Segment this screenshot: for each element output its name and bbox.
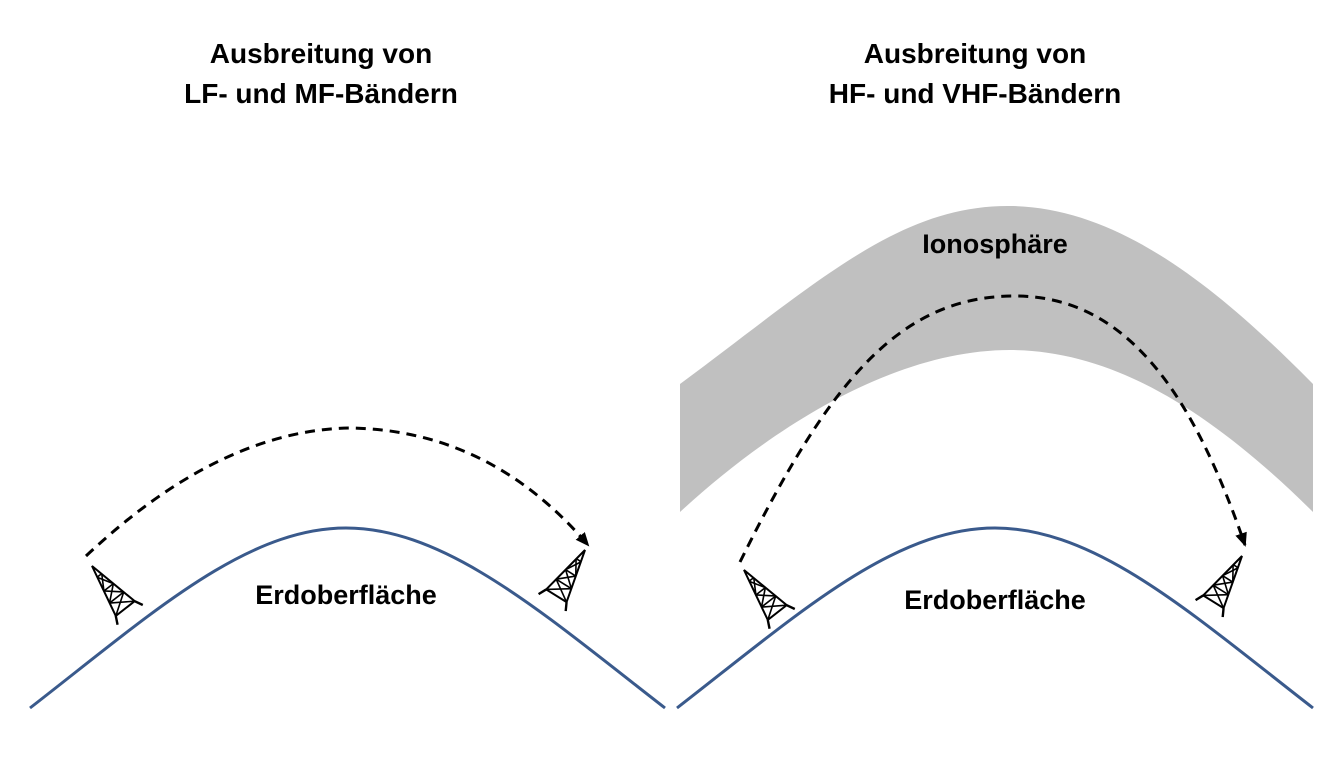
right-title-line1: Ausbreitung von — [863, 38, 1087, 69]
left-receiver-tower-icon — [537, 540, 600, 613]
left-earth-surface-curve — [29, 526, 666, 710]
left-panel: Erdoberfläche — [29, 426, 666, 710]
right-panel: Ionosphäre Erdoberfläche — [676, 205, 1314, 710]
right-surface-label: Erdoberfläche — [904, 585, 1086, 615]
right-wave-path — [738, 294, 1247, 563]
left-wave-path — [84, 426, 590, 558]
ionosphere-band — [680, 205, 1313, 512]
right-transmitter-tower-icon — [730, 558, 796, 630]
left-transmitter-tower-icon — [78, 554, 144, 626]
right-earth-surface-curve — [676, 526, 1314, 710]
left-title-line2: LF- und MF-Bändern — [184, 78, 458, 109]
right-panel-title: Ausbreitung von HF- und VHF-Bändern — [765, 34, 1185, 114]
right-receiver-tower-icon — [1194, 546, 1257, 619]
left-title-line1: Ausbreitung von — [209, 38, 433, 69]
left-panel-title: Ausbreitung von LF- und MF-Bändern — [111, 34, 531, 114]
ionosphere-label: Ionosphäre — [922, 229, 1068, 259]
left-surface-label: Erdoberfläche — [255, 580, 437, 610]
right-title-line2: HF- und VHF-Bändern — [828, 78, 1122, 109]
